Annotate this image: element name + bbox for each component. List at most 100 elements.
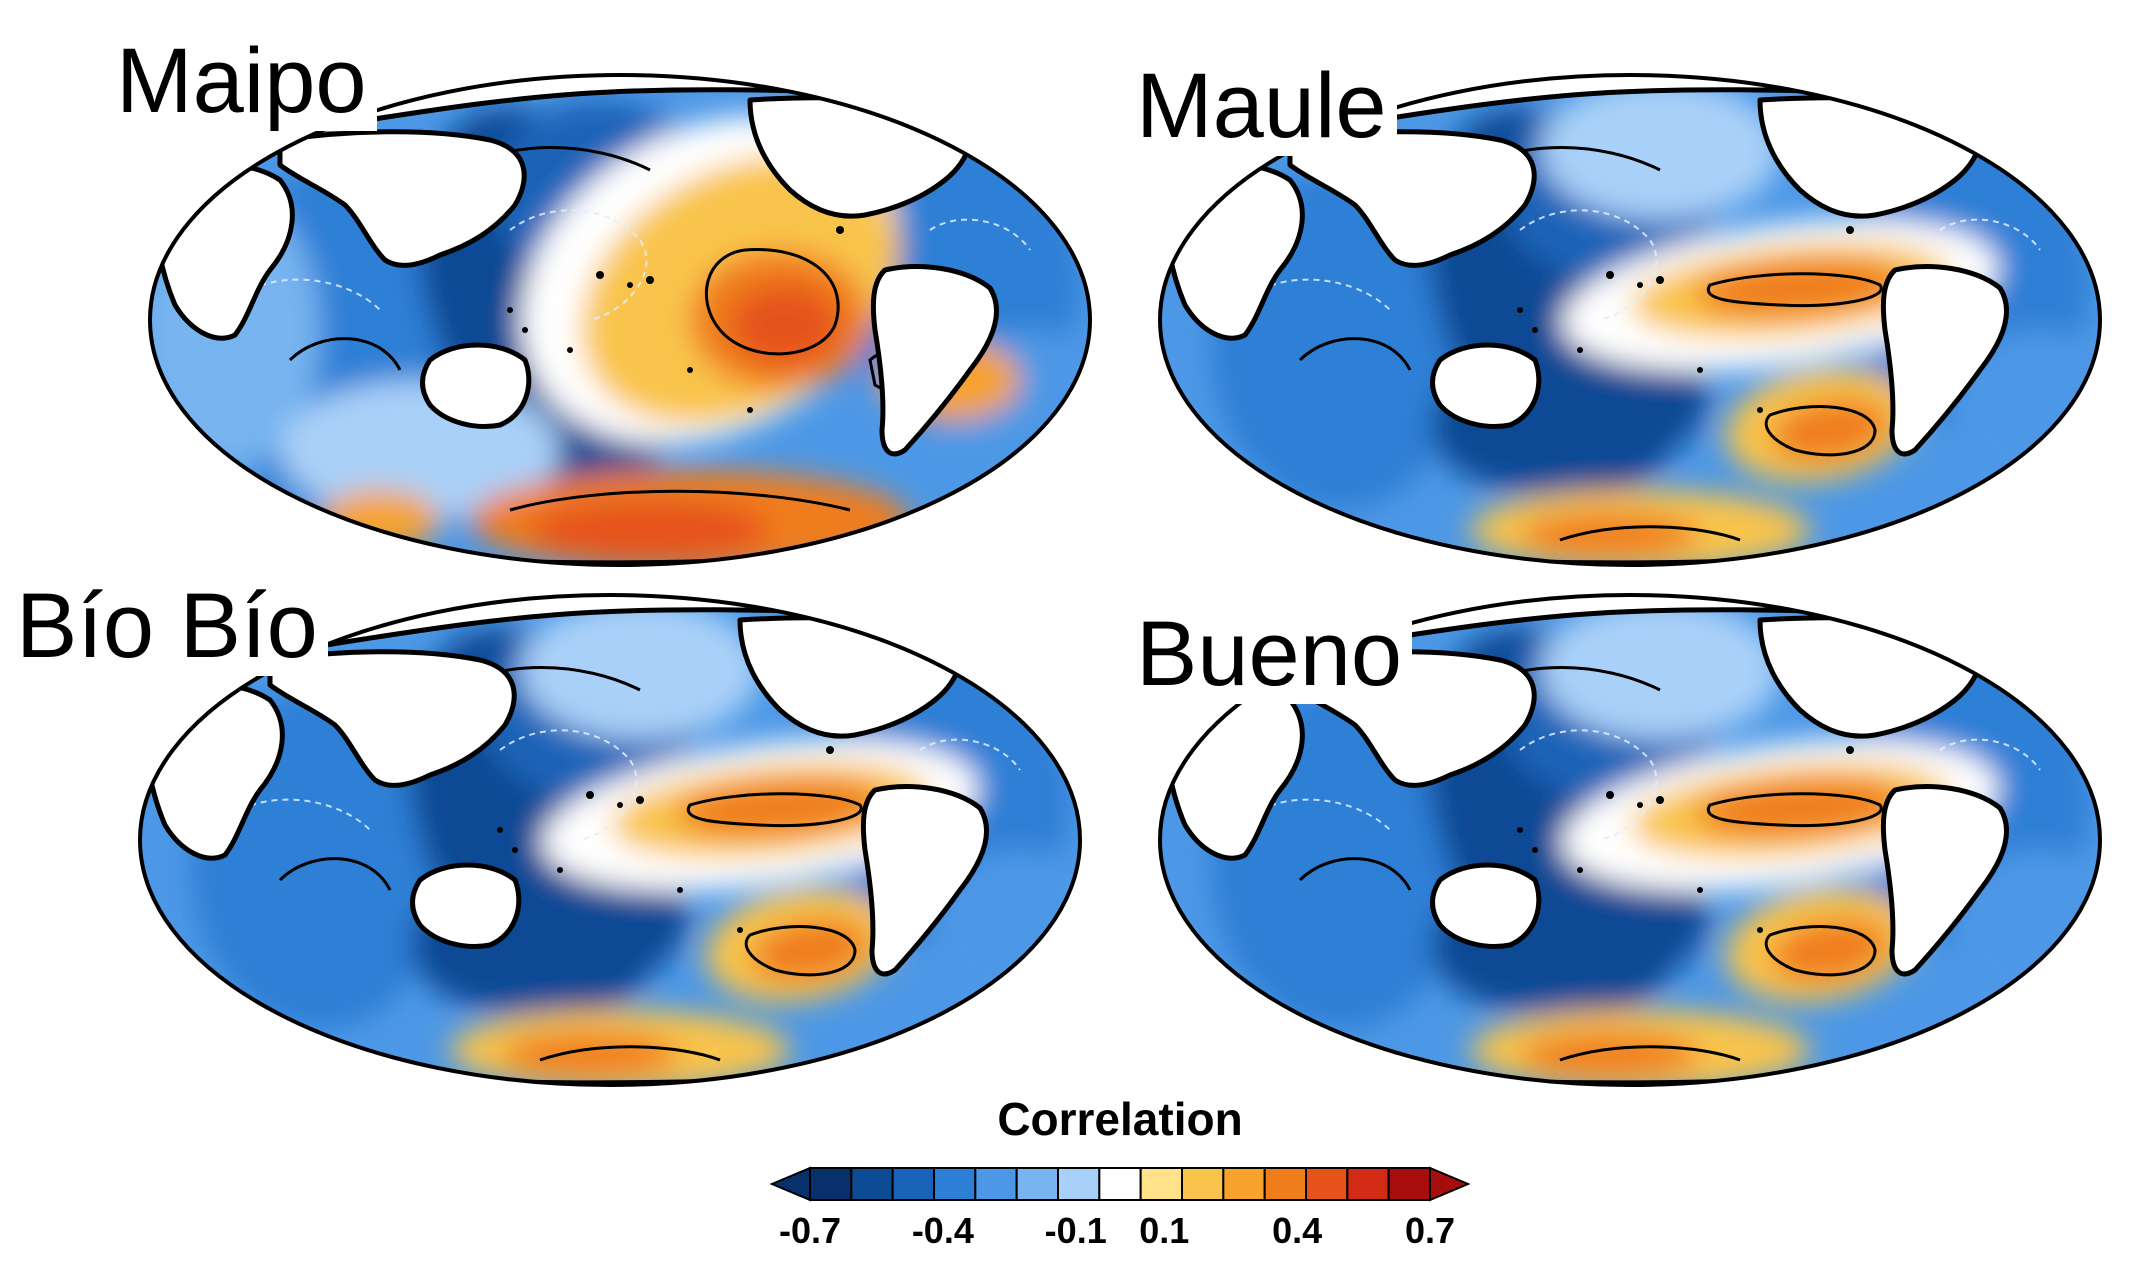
island	[512, 847, 518, 853]
island	[747, 407, 753, 413]
land-australia	[1430, 342, 1542, 429]
island	[1656, 276, 1664, 284]
colorbar-title: Correlation	[997, 1093, 1243, 1145]
island	[1637, 282, 1643, 288]
contour-line	[509, 489, 851, 512]
contour-line	[686, 792, 863, 827]
island	[1757, 407, 1763, 413]
colorbar-tick-label: -0.4	[911, 1210, 974, 1251]
contour-line	[1939, 738, 2041, 771]
land-south-america	[860, 784, 989, 977]
correlation-patch	[1520, 513, 1700, 557]
correlation-patch	[1520, 1033, 1700, 1077]
island	[1697, 887, 1703, 893]
contour-line	[1298, 857, 1412, 891]
island	[1517, 307, 1523, 313]
colorbar-swatch	[933, 1167, 977, 1201]
colorbar-tick-label: 0.1	[1139, 1210, 1190, 1251]
island	[677, 887, 683, 893]
island	[1697, 367, 1703, 373]
map-panel-bio-bio: Bío Bío	[10, 550, 1100, 1090]
island	[617, 802, 623, 808]
island	[1656, 796, 1664, 804]
colorbar-swatch	[809, 1167, 853, 1201]
colorbar-swatch	[1057, 1167, 1101, 1201]
contour-line	[249, 278, 381, 311]
panel-title: Bío Bío	[10, 580, 328, 676]
island	[1757, 927, 1763, 933]
contour-line	[1939, 218, 2041, 251]
correlation-patch	[1540, 600, 1780, 740]
colorbar-swatch	[1305, 1167, 1349, 1201]
contour-line	[1259, 798, 1391, 831]
contour-line	[288, 337, 402, 371]
island	[586, 791, 594, 799]
contour-line	[704, 248, 840, 356]
panel-title: Maule	[1130, 60, 1397, 156]
contour-line	[1298, 337, 1412, 371]
island	[627, 282, 633, 288]
island	[1532, 327, 1538, 333]
colorbar-swatch	[1181, 1167, 1225, 1201]
contour-line	[509, 209, 648, 321]
contour-line	[1519, 209, 1658, 321]
colorbar-swatch	[1222, 1167, 1266, 1201]
contour-line	[499, 729, 638, 841]
island	[646, 276, 654, 284]
land-south-america	[1880, 264, 2009, 457]
colorbar-tick-label: -0.7	[778, 1210, 842, 1251]
contour-line	[1559, 525, 1741, 542]
colorbar-swatch	[1015, 1167, 1060, 1201]
island	[522, 327, 528, 333]
land-australia	[1430, 862, 1542, 949]
colorbar-extend-low	[770, 1166, 811, 1202]
colorbar: Correlation -0.7 -0.4 -0.1 0.1 0.4 0.7	[770, 1080, 1470, 1255]
panel-title: Maipo	[110, 35, 377, 131]
correlation-patch	[500, 1033, 680, 1077]
contour-line	[1259, 278, 1391, 311]
colorbar-tick-label: 0.4	[1272, 1210, 1323, 1251]
colorbar-swatch	[974, 1167, 1018, 1201]
island	[1606, 271, 1614, 279]
colorbar-swatch	[1346, 1167, 1390, 1201]
island	[687, 367, 693, 373]
correlation-patch	[730, 285, 840, 365]
correlation-map	[138, 593, 1082, 1087]
correlation-patch	[530, 500, 770, 560]
island	[596, 271, 604, 279]
colorbar-swatch	[1263, 1167, 1307, 1201]
map-border	[1158, 593, 2102, 1087]
island	[1577, 347, 1583, 353]
colorbar-swatch	[1139, 1167, 1183, 1201]
colorbar-swatches	[770, 1166, 1470, 1202]
map-border	[148, 73, 1092, 567]
contour-line	[1519, 729, 1658, 841]
land-australia	[410, 862, 522, 949]
contour-line	[1706, 272, 1883, 307]
contour-line	[919, 738, 1021, 771]
island	[1846, 226, 1854, 234]
colorbar-swatch	[1098, 1167, 1142, 1201]
island	[497, 827, 503, 833]
colorbar-swatch	[1387, 1167, 1432, 1201]
contour-line	[1706, 792, 1883, 827]
panel-title: Bueno	[1130, 608, 1413, 704]
map-panel-bueno: Bueno	[1130, 550, 2120, 1090]
island	[1606, 791, 1614, 799]
island	[507, 307, 513, 313]
correlation-patch	[520, 600, 760, 740]
land-south-america	[1880, 784, 2009, 977]
island	[1637, 802, 1643, 808]
island	[557, 867, 563, 873]
island	[1517, 827, 1523, 833]
colorbar-swatch	[850, 1167, 894, 1201]
land-asia	[267, 649, 517, 788]
island	[1846, 746, 1854, 754]
correlation-patch	[1540, 80, 1780, 220]
map-border	[138, 593, 1082, 1087]
correlation-map	[1158, 593, 2102, 1087]
land-asia	[277, 129, 527, 268]
island	[836, 226, 844, 234]
island	[636, 796, 644, 804]
map-panel-maule: Maule	[1130, 30, 2120, 570]
